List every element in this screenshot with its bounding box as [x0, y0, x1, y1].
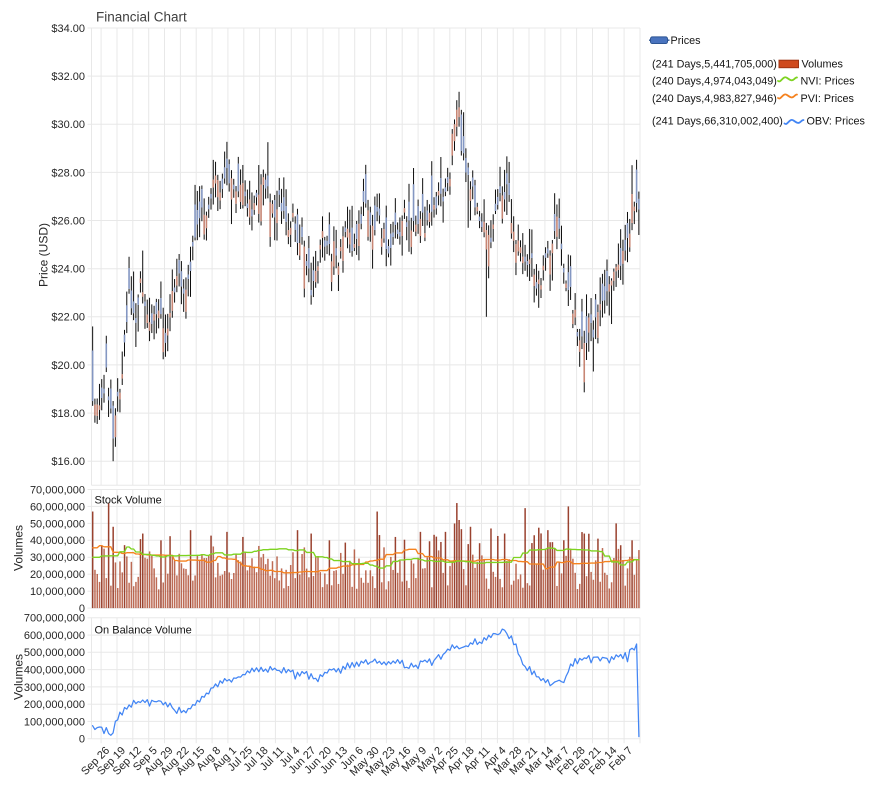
svg-text:$34.00: $34.00 [51, 23, 85, 35]
svg-text:Volumes: Volumes [12, 525, 26, 571]
svg-text:$28.00: $28.00 [51, 167, 85, 179]
svg-text:NVI: Prices: NVI: Prices [801, 76, 856, 88]
svg-text:0: 0 [79, 734, 85, 746]
svg-text:(241 Days,5,441,705,000): (241 Days,5,441,705,000) [652, 59, 777, 71]
svg-text:$26.00: $26.00 [51, 215, 85, 227]
svg-text:700,000,000: 700,000,000 [24, 613, 85, 625]
svg-text:50,000,000: 50,000,000 [30, 518, 85, 530]
svg-text:OBV: Prices: OBV: Prices [807, 116, 866, 128]
svg-text:20,000,000: 20,000,000 [30, 569, 85, 581]
svg-text:60,000,000: 60,000,000 [30, 501, 85, 513]
svg-text:Price (USD): Price (USD) [37, 223, 51, 287]
svg-text:$16.00: $16.00 [51, 456, 85, 468]
svg-text:0: 0 [79, 603, 85, 615]
svg-text:Financial Chart: Financial Chart [96, 10, 187, 25]
svg-text:(241 Days,66,310,002,400): (241 Days,66,310,002,400) [652, 116, 783, 128]
svg-text:$30.00: $30.00 [51, 119, 85, 131]
svg-text:$18.00: $18.00 [51, 408, 85, 420]
svg-text:40,000,000: 40,000,000 [30, 535, 85, 547]
svg-text:400,000,000: 400,000,000 [24, 665, 85, 677]
svg-text:100,000,000: 100,000,000 [24, 716, 85, 728]
svg-text:(240 Days,4,983,827,946): (240 Days,4,983,827,946) [652, 93, 777, 105]
svg-text:$32.00: $32.00 [51, 71, 85, 83]
svg-text:(240 Days,4,974,043,049): (240 Days,4,974,043,049) [652, 76, 777, 88]
svg-text:10,000,000: 10,000,000 [30, 586, 85, 598]
svg-text:30,000,000: 30,000,000 [30, 552, 85, 564]
svg-text:600,000,000: 600,000,000 [24, 630, 85, 642]
svg-text:500,000,000: 500,000,000 [24, 647, 85, 659]
svg-text:70,000,000: 70,000,000 [30, 484, 85, 496]
svg-text:$24.00: $24.00 [51, 264, 85, 276]
svg-text:$22.00: $22.00 [51, 312, 85, 324]
svg-text:$20.00: $20.00 [51, 360, 85, 372]
svg-text:Volumes: Volumes [802, 59, 844, 71]
svg-text:On Balance Volume: On Balance Volume [95, 625, 192, 637]
svg-text:300,000,000: 300,000,000 [24, 682, 85, 694]
svg-text:Volumes: Volumes [12, 654, 26, 700]
svg-text:Stock Volume: Stock Volume [95, 495, 162, 507]
svg-text:PVI: Prices: PVI: Prices [801, 93, 855, 105]
svg-text:200,000,000: 200,000,000 [24, 699, 85, 711]
svg-text:Prices: Prices [671, 35, 702, 47]
